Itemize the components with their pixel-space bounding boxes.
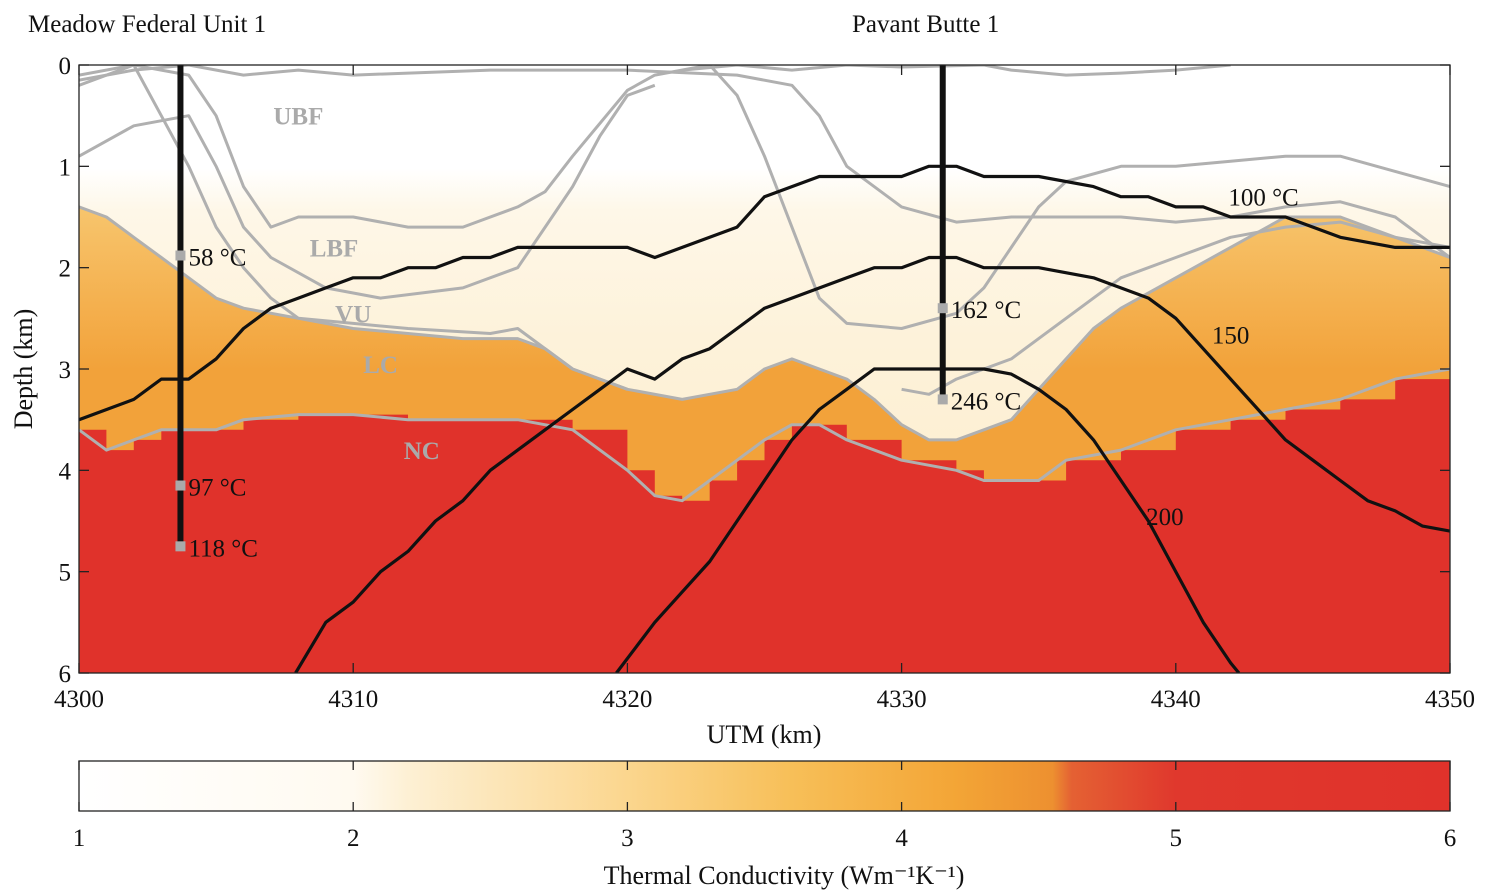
- upper-boundary: [682, 65, 1231, 77]
- colorbar-tick-label: 5: [1170, 825, 1183, 852]
- temperature-label: 246 °C: [951, 388, 1021, 415]
- y-tick-label: 1: [59, 154, 72, 181]
- temperature-marker: [175, 480, 186, 491]
- y-tick-label: 2: [59, 256, 72, 283]
- colorbar-ticks: 1 2 3 4 5 6: [73, 761, 1457, 852]
- temperature-label: 58 °C: [188, 245, 246, 272]
- temperature-label: 97 °C: [188, 475, 246, 502]
- y-tick-label: 4: [59, 458, 72, 485]
- layer-label: LBF: [310, 235, 359, 262]
- well-title-meadow-federal-unit-1: Meadow Federal Unit 1: [28, 11, 266, 38]
- plot-overlay: 58 °C 97 °C 118 °C 162 °C 246 °C: [175, 65, 1021, 562]
- cross-section-plot: UBF LBF VU LC NC 100 °C 150 200: [79, 65, 1450, 673]
- nc-top-boundary: [79, 367, 1450, 503]
- x-tick-label: 4330: [877, 686, 927, 713]
- temperature-label: 162 °C: [951, 297, 1021, 324]
- x-tick-label: 4310: [328, 686, 378, 713]
- x-tick-label: 4300: [54, 686, 104, 713]
- vu-boundary: [79, 65, 628, 391]
- layer-label: LC: [363, 352, 398, 379]
- ubf-base-boundary: [79, 65, 1450, 330]
- nc-zone: [79, 369, 1450, 673]
- x-tick-label: 4320: [602, 686, 652, 713]
- colorbar-tick-label: 1: [73, 825, 86, 852]
- colorbar-label: Thermal Conductivity (Wm⁻¹K⁻¹): [604, 861, 965, 890]
- temperature-marker: [937, 303, 948, 314]
- y-tick-label: 3: [59, 357, 72, 384]
- right-boundary: [901, 220, 1450, 396]
- layer-label: VU: [335, 301, 371, 328]
- x-tick-label: 4350: [1425, 686, 1475, 713]
- lbf-boundary: [79, 83, 656, 300]
- colorbar-tick-label: 4: [895, 825, 908, 852]
- lc-top-boundary: [79, 205, 1450, 442]
- isotherm-1: [79, 164, 1450, 422]
- isotherm-label: 150: [1212, 323, 1250, 350]
- layer-label: UBF: [273, 104, 323, 131]
- x-axis-label: UTM (km): [707, 720, 822, 749]
- isotherm-label: 200: [1146, 504, 1184, 531]
- colorbar: [78, 760, 1451, 812]
- x-axis: 4300 4310 4320 4330 4340 4350: [54, 65, 1475, 713]
- layer-label: NC: [404, 438, 440, 465]
- y-tick-label: 5: [59, 560, 72, 587]
- colorbar-tick-label: 2: [347, 825, 360, 852]
- isotherm-3: [615, 367, 1241, 673]
- temperature-marker: [937, 394, 948, 405]
- x-tick-label: 4340: [1151, 686, 1201, 713]
- y-tick-label: 6: [59, 661, 72, 688]
- y-tick-label: 0: [59, 53, 72, 80]
- well-title-pavant-butte-1: Pavant Butte 1: [852, 11, 999, 38]
- colorbar-tick-label: 3: [621, 825, 634, 852]
- temperature-label: 118 °C: [188, 535, 257, 562]
- isotherm-2: [294, 255, 1450, 673]
- y-axis: 0 1 2 3 4 5 6: [59, 53, 1450, 688]
- temperature-marker: [175, 541, 186, 552]
- colorbar-tick-label: 6: [1444, 825, 1457, 852]
- upper-bf-boundary: [79, 65, 1450, 259]
- isotherm-label: 100 °C: [1228, 185, 1298, 212]
- y-axis-label: Depth (km): [9, 309, 38, 430]
- temperature-marker: [175, 250, 186, 261]
